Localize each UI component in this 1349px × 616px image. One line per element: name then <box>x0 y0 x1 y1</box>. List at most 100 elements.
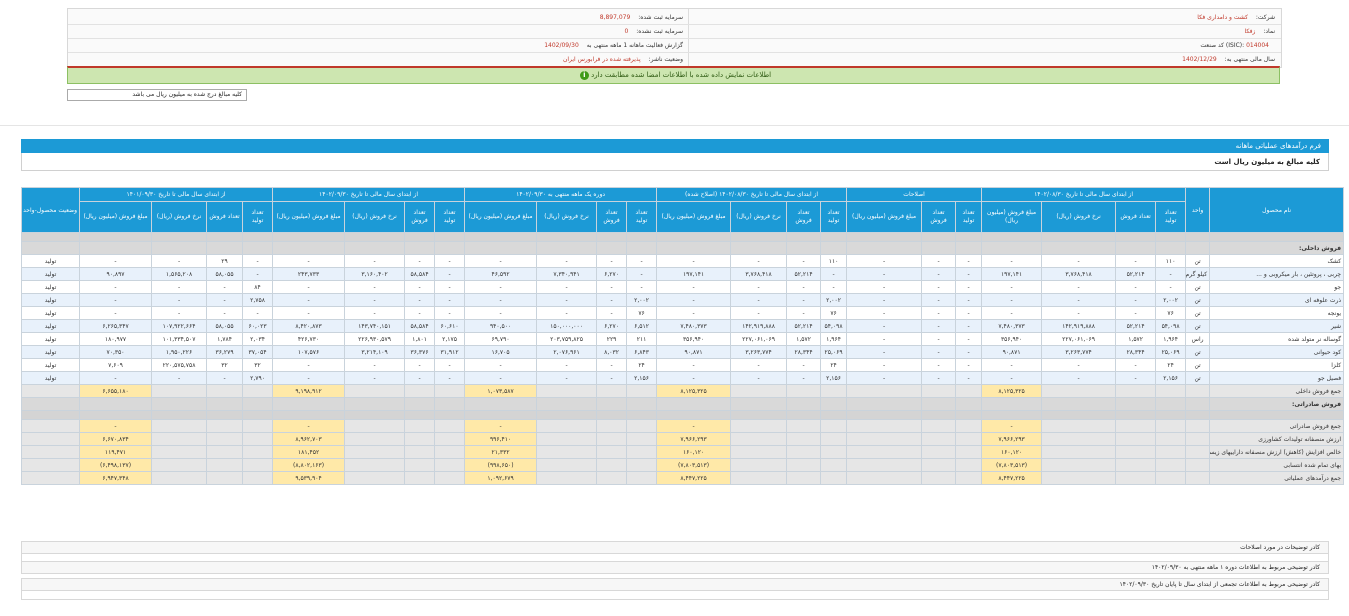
total-amount-cell: ۸,۱۲۵,۳۲۵ <box>656 384 732 398</box>
summary-row: ارزش منصفانه تولیدات کشاورزی ۷,۹۶۶,۲۹۳ ۷,۹… <box>21 432 1345 446</box>
empty-cell <box>434 232 466 242</box>
value-cell: ۵۸,۵۸۴ <box>404 267 436 281</box>
value-cell: - <box>272 306 346 320</box>
empty-cell <box>626 471 658 485</box>
empty-cell <box>434 384 466 398</box>
total-amount-cell: ۷,۹۶۶,۲۹۳ <box>981 432 1043 446</box>
empty-cell <box>206 419 244 433</box>
col-sales-amount: مبلغ فروش (میلیون ریال) <box>464 201 538 233</box>
value-cell: ۷,۶۰۹ <box>78 358 153 372</box>
value-cell: - <box>981 254 1043 268</box>
table-row: ذرت علوفه ای تن ۲,۰۰۲- - - - - -۲,۰۰۲- - -۲,۰۰۲- -… <box>21 293 1345 307</box>
empty-cell <box>206 241 244 255</box>
empty-cell <box>1185 397 1211 411</box>
empty-cell <box>955 397 983 411</box>
empty-cell <box>981 410 1043 420</box>
value-cell: - <box>846 319 923 333</box>
col-production-qty: تعداد تولید <box>434 201 466 233</box>
value-cell: ۳۲ <box>206 358 244 372</box>
value-cell: ۲۵,۰۶۹ <box>1155 345 1187 359</box>
empty-cell <box>786 432 822 446</box>
value-cell: - <box>955 267 983 281</box>
empty-cell <box>786 241 822 255</box>
value-cell: ۵۲,۲۱۴ <box>1115 319 1157 333</box>
value-cell: ۳۵۶,۹۴۰ <box>981 332 1043 346</box>
value-cell: ۱۸۰,۹۷۷ <box>78 332 153 346</box>
registered-capital-row: سرمایه ثبت شده: 8,897,079 <box>600 12 683 24</box>
empty-cell <box>626 241 658 255</box>
table-row: شیر تن ۵۴,۰۹۸ ۵۲,۲۱۴ ۱۴۲,۹۱۹,۸۸۸ ۷,۴۸۰,۳۷۳- - -… <box>21 319 1345 333</box>
value-cell: ۳,۷۶۸,۴۱۸ <box>730 267 788 281</box>
total-amount-cell: ۹,۵۳۹,۹۰۴ <box>272 471 346 485</box>
value-cell: ۸۴ <box>242 280 274 294</box>
value-cell: - <box>464 254 538 268</box>
empty-cell <box>344 384 406 398</box>
empty-cell <box>536 241 598 255</box>
value-cell: - <box>404 306 436 320</box>
value-cell: ۷۶ <box>1155 306 1187 320</box>
empty-cell <box>846 232 923 242</box>
registered-capital-value: 8,897,079 <box>599 14 631 21</box>
value-cell: ۳۶,۲۷۹ <box>206 345 244 359</box>
empty-cell <box>1209 232 1345 242</box>
empty-cell <box>344 419 406 433</box>
row-label: بهای تمام شده انتسابی <box>1209 458 1345 472</box>
empty-cell <box>1155 397 1187 411</box>
empty-cell <box>846 384 923 398</box>
value-cell: ۲,۱۵۶ <box>1155 371 1187 385</box>
total-export-row: جمع فروش صادراتی - - - - - <box>21 419 1345 433</box>
value-cell: ۲۰۳,۷۵۹,۸۲۵ <box>536 332 598 346</box>
col-sales-rate: نرخ فروش (ریال) <box>344 201 406 233</box>
value-cell: - <box>404 254 436 268</box>
value-cell: ۲۵,۰۶۹ <box>820 345 848 359</box>
value-cell: - <box>536 306 598 320</box>
value-cell: - <box>434 267 466 281</box>
empty-cell <box>846 432 923 446</box>
product-name-cell: جو <box>1209 280 1345 294</box>
value-cell: - <box>272 358 346 372</box>
empty-cell <box>1155 384 1187 398</box>
product-name-cell: کلزا <box>1209 358 1345 372</box>
empty-cell <box>596 432 628 446</box>
empty-cell <box>272 241 346 255</box>
empty-cell <box>730 458 788 472</box>
value-cell: - <box>921 358 957 372</box>
value-cell: ۲,۷۵۸ <box>242 293 274 307</box>
col-sales-amount: مبلغ فروش (میلیون ریال) <box>981 201 1043 233</box>
empty-cell <box>1115 458 1157 472</box>
value-cell: ۱۵۰,۰۰۰,۰۰۰ <box>536 319 598 333</box>
product-name-cell: شیر <box>1209 319 1345 333</box>
row-label: جمع درآمدهای عملیاتی <box>1209 471 1345 485</box>
value-cell: - <box>730 254 788 268</box>
empty-cell <box>820 432 848 446</box>
empty-cell <box>434 419 466 433</box>
total-amount-cell: - <box>78 419 153 433</box>
empty-cell <box>596 410 628 420</box>
verification-notice: i اطلاعات نمایش داده شده با اطلاعات امضا… <box>67 66 1280 84</box>
empty-cell <box>1185 432 1211 446</box>
table-row: چربی ، پروتئین ، بار میکروبی و ... کیلو گ… <box>21 267 1345 281</box>
table-row: فصیل جو تن ۲,۱۵۶- - - - - -۲,۱۵۶- - -۲,۱۵۶- - - - - - -… <box>21 371 1345 385</box>
value-cell: - <box>434 293 466 307</box>
empty-cell <box>1115 232 1157 242</box>
value-cell: - <box>242 254 274 268</box>
total-amount-cell: ۱,۰۷۳,۵۸۷ <box>464 384 538 398</box>
col-product-name: نام محصول <box>1209 187 1345 233</box>
value-cell: ۶,۲۷۰ <box>596 319 628 333</box>
section-separator <box>0 125 1349 126</box>
table-row: جو تن - - - - - - - - - - - - - - - - - - -۸۴- - - تولید <box>21 280 1345 294</box>
empty-cell <box>1041 419 1117 433</box>
empty-cell <box>1041 384 1117 398</box>
empty-cell <box>404 471 436 485</box>
total-amount-cell: - <box>272 419 346 433</box>
value-cell: ۱۹۷,۱۴۱ <box>656 267 732 281</box>
table-group-header: نام محصول واحد از ابتدای سال مالی تا تار… <box>21 187 1345 233</box>
empty-cell <box>206 458 244 472</box>
value-cell: ۹۰,۸۷۱ <box>656 345 732 359</box>
value-cell: - <box>921 345 957 359</box>
value-cell: - <box>730 371 788 385</box>
form-subtitle: کلیه مبالغ به میلیون ریال است <box>21 153 1329 171</box>
value-cell: ۲۱۱ <box>626 332 658 346</box>
value-cell: - <box>955 319 983 333</box>
empty-cell <box>921 241 957 255</box>
